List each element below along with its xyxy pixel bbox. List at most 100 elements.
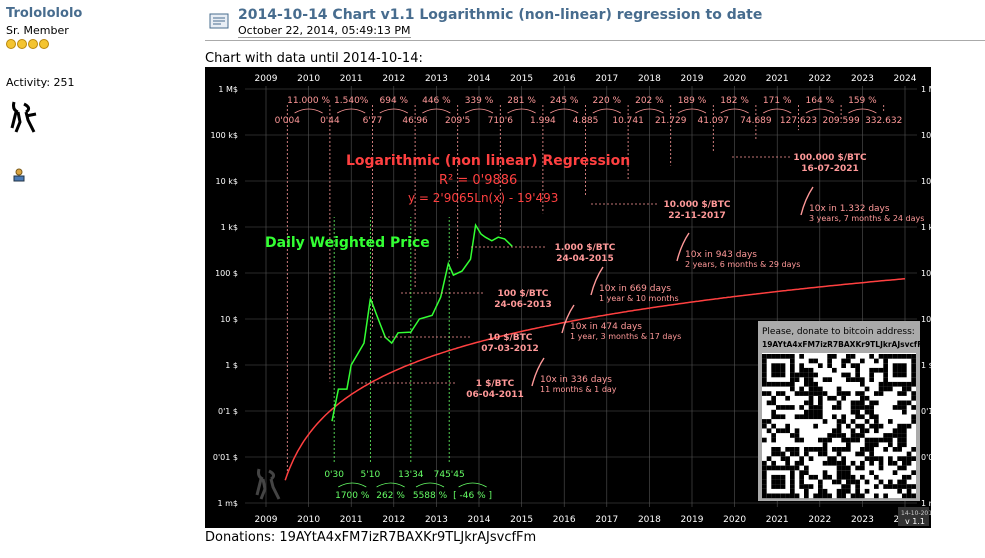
qr-module	[860, 377, 865, 382]
qr-module	[841, 433, 846, 438]
qr-module	[897, 367, 902, 373]
qr-module	[874, 414, 879, 420]
y-tick-label: 100 $	[215, 269, 238, 278]
qr-module	[864, 447, 870, 452]
qr-module	[822, 442, 828, 448]
qr-module	[832, 405, 837, 410]
qr-module	[827, 456, 832, 461]
x-tick-label: 2015	[510, 515, 533, 525]
rank-star	[6, 39, 16, 49]
qr-module	[790, 479, 795, 485]
qr-module	[780, 391, 786, 396]
x-tick-label: 2021	[766, 74, 789, 84]
qr-module	[766, 400, 772, 406]
qr-module	[771, 372, 776, 378]
qr-module	[776, 451, 781, 457]
qr-module	[790, 488, 795, 494]
qr-module	[766, 493, 772, 499]
qr-module	[855, 400, 860, 406]
qr-module	[771, 409, 776, 415]
qr-module	[799, 367, 804, 373]
qr-module	[850, 400, 856, 406]
username-link[interactable]: Trololololo	[6, 6, 83, 21]
qr-module	[813, 414, 818, 420]
post-intro-text: Chart with data until 2014-10-14:	[205, 51, 423, 66]
growth-percent: 182 %	[720, 96, 749, 106]
qr-module	[808, 409, 814, 415]
qr-module	[841, 437, 846, 443]
price-growth: 5588 %	[413, 491, 448, 501]
qr-module	[827, 437, 832, 443]
qr-module	[892, 484, 898, 489]
qr-module	[841, 474, 846, 480]
qr-module	[813, 358, 818, 364]
qr-module	[869, 437, 874, 443]
profile-icon[interactable]	[12, 168, 26, 182]
qr-module	[804, 377, 809, 382]
reg-value: 0'44	[320, 116, 340, 126]
growth-percent: 281 %	[507, 96, 536, 106]
qr-module	[794, 391, 800, 396]
qr-module	[850, 409, 856, 415]
qr-module	[790, 405, 795, 410]
qr-module	[836, 428, 842, 434]
x-tick-label: 2010	[297, 74, 320, 84]
price-growth-arrow	[458, 482, 487, 488]
post-title-link[interactable]: 2014-10-14 Chart v1.1 Logarithmic (non-l…	[238, 7, 763, 23]
qr-module	[827, 395, 832, 401]
qr-module	[892, 354, 898, 359]
qr-module	[906, 484, 912, 489]
y-axis: 1 M$ 1 M$ 100 k$ 100 k$ 10 k$ 10 k$ 1 k$ 1 k$ 10…	[210, 85, 931, 508]
qr-module	[836, 470, 842, 475]
qr-module	[776, 465, 781, 471]
qr-module	[776, 391, 781, 396]
qr-module	[855, 488, 860, 494]
qr-module	[780, 484, 786, 489]
x-tick-label: 2023	[851, 515, 874, 525]
growth-arrow	[550, 108, 579, 114]
qr-module	[911, 372, 916, 378]
qr-module	[841, 460, 846, 466]
qr-module	[827, 358, 832, 364]
qr-module	[771, 423, 776, 429]
qr-module	[818, 363, 823, 368]
qr-module	[864, 479, 870, 485]
qr-module	[864, 395, 870, 401]
rank-star	[28, 39, 38, 49]
qr-module	[864, 405, 870, 410]
growth-arrow	[720, 108, 749, 114]
qr-module	[855, 423, 860, 429]
qr-module	[836, 447, 842, 452]
qr-module	[771, 400, 776, 406]
qr-module	[902, 363, 907, 368]
growth-arrow	[805, 108, 834, 114]
qr-module	[790, 354, 795, 359]
qr-module	[832, 395, 837, 401]
qr-module	[771, 395, 776, 401]
qr-module	[790, 386, 795, 392]
reg-value: 4.885	[573, 116, 599, 126]
qr-module	[808, 367, 814, 373]
y-tick-label: 1 $	[225, 361, 238, 370]
qr-module	[827, 460, 832, 466]
qr-module	[818, 405, 823, 410]
milestone-gap-detail: 2 years, 6 months & 29 days	[685, 260, 800, 269]
growth-percent: 164 %	[806, 96, 835, 106]
milestone-arrow	[800, 186, 814, 216]
qr-module	[822, 470, 828, 475]
growth-arrow	[294, 108, 323, 114]
qr-module	[832, 367, 837, 373]
qr-module	[808, 414, 814, 420]
qr-module	[836, 460, 842, 466]
qr-module	[808, 456, 814, 461]
qr-module	[892, 405, 898, 410]
qr-module	[794, 460, 800, 466]
qr-module	[897, 423, 902, 429]
qr-module	[892, 460, 898, 466]
qr-module	[776, 367, 781, 373]
milestone-price: 10.000 $/BTC	[663, 200, 730, 210]
qr-module	[902, 423, 907, 429]
qr-module	[878, 381, 884, 387]
qr-module	[762, 391, 767, 396]
qr-module	[813, 447, 818, 452]
